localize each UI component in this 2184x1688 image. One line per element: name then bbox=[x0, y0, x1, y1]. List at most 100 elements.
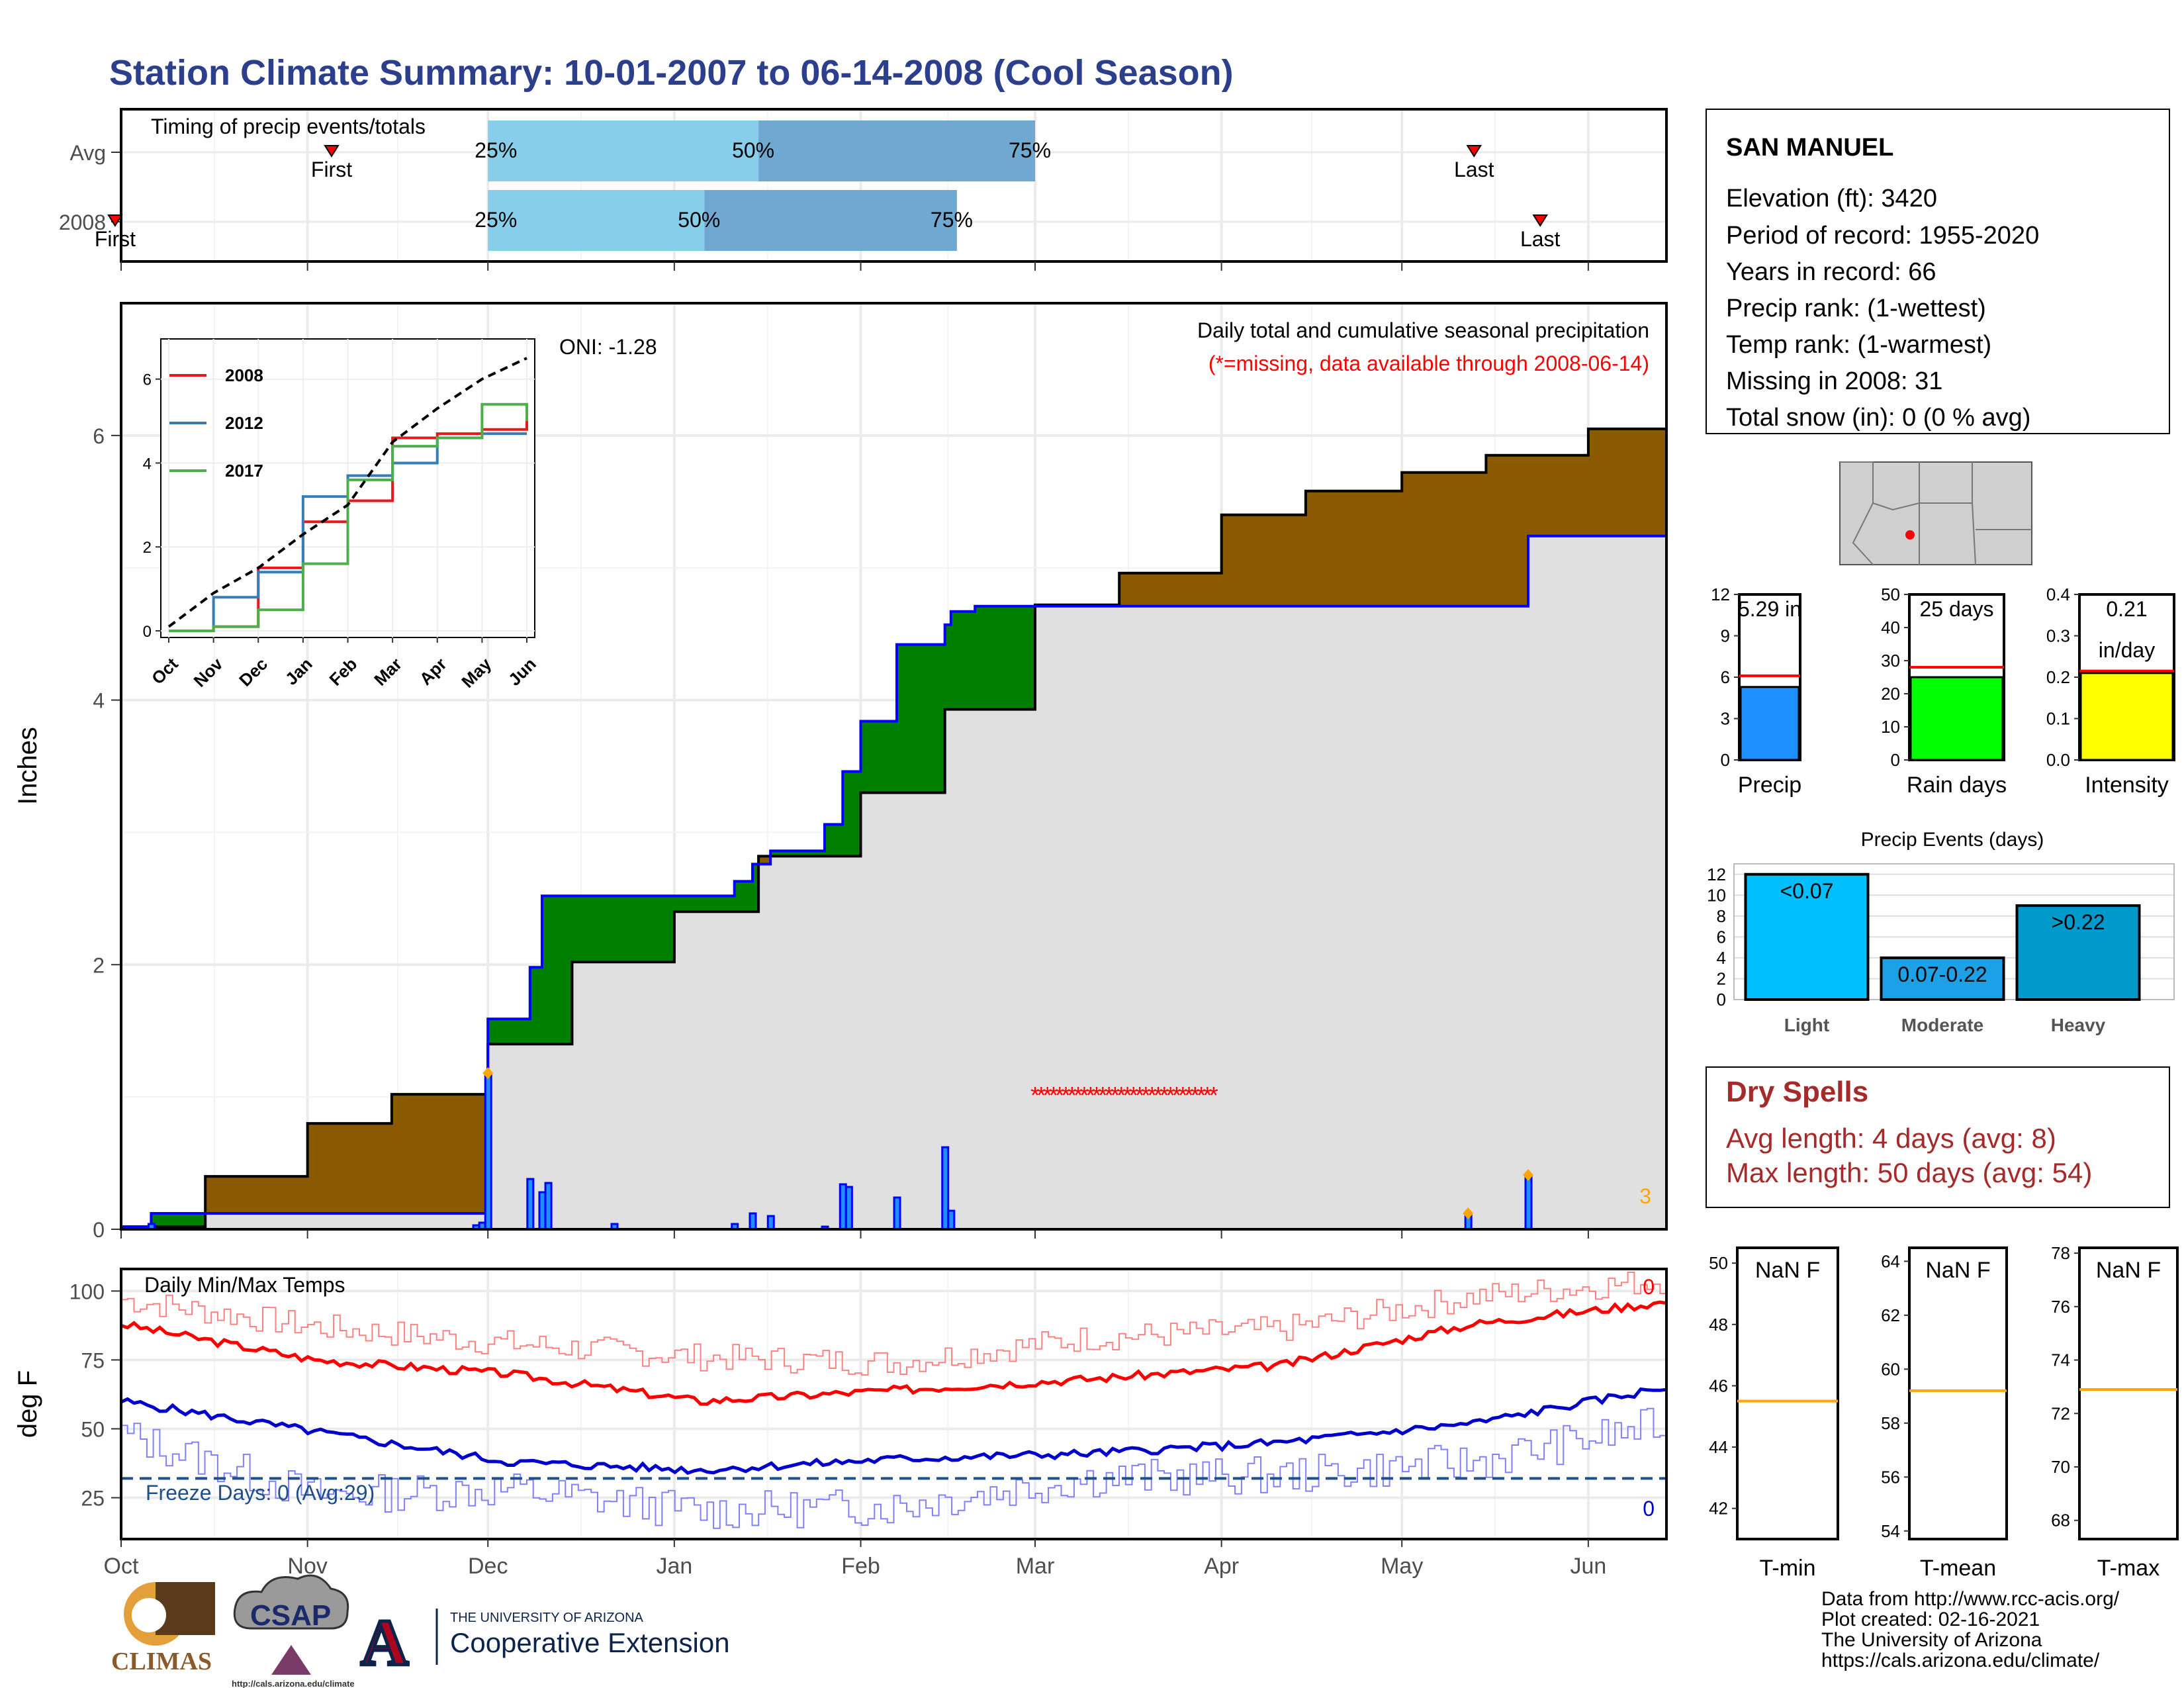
event-bar-label: Moderate bbox=[1901, 1015, 1983, 1035]
inset-average-line bbox=[167, 357, 527, 628]
timing-75-label: 75% bbox=[1009, 138, 1051, 162]
temp-box-y-tick-label: 76 bbox=[2051, 1297, 2070, 1317]
temp-box-value: NaN F bbox=[2096, 1258, 2161, 1283]
missing-marker: * bbox=[1116, 1082, 1126, 1109]
temp-y-tick-label: 50 bbox=[81, 1417, 105, 1441]
daily-precip-bar bbox=[893, 1196, 901, 1231]
station-temp-rank: Temp rank: (1-warmest) bbox=[1726, 331, 1991, 359]
mini-y-tick-label: 0 bbox=[1721, 750, 1730, 770]
month-label-Mar: Mar bbox=[1016, 1554, 1055, 1579]
station-missing: Missing in 2008: 31 bbox=[1726, 367, 1942, 395]
temp-box-y-tick-label: 46 bbox=[1709, 1376, 1728, 1395]
station-snow: Total snow (in): 0 (0 % avg) bbox=[1726, 404, 2030, 432]
timing-bar-25-50 bbox=[488, 120, 759, 181]
event-bar-value: >0.22 bbox=[2052, 910, 2105, 934]
temp-box-y-tick-label: 58 bbox=[1881, 1413, 1900, 1433]
ua-logo: A THE UNIVERSITY OF ARIZONA Cooperative … bbox=[359, 1605, 730, 1681]
events-y-tick-label: 2 bbox=[1717, 968, 1726, 988]
summary-bars: 0 3 6 9 12 5.29 in Precip 0 10 20 30 40 50 25 days Rai… bbox=[1711, 585, 2175, 798]
missing-note: (*=missing, data available through 2008-… bbox=[1208, 352, 1649, 375]
events-y-tick-label: 4 bbox=[1717, 948, 1726, 968]
footer-plot-created: Plot created: 02-16-2021 bbox=[1821, 1609, 2040, 1630]
heavy-day-marker bbox=[1463, 1207, 1474, 1220]
missing-marker: * bbox=[1049, 1082, 1058, 1109]
dry-spells-title: Dry Spells bbox=[1726, 1076, 1868, 1108]
temp-box-value: NaN F bbox=[1925, 1258, 1990, 1283]
events-y-tick-label: 0 bbox=[1717, 990, 1726, 1009]
temp-box-frame bbox=[1908, 1246, 2008, 1540]
inset-series-2017 bbox=[169, 402, 528, 632]
temp-box-y-tick-label: 50 bbox=[1709, 1253, 1728, 1273]
precip-y-tick-label: 6 bbox=[93, 424, 105, 448]
legend-label-2008: 2008 bbox=[225, 365, 263, 385]
temp-box-y-tick-label: 68 bbox=[2051, 1511, 2070, 1530]
mini-y-tick-label: 20 bbox=[1881, 684, 1900, 704]
mini-y-tick-label: 3 bbox=[1721, 709, 1730, 729]
missing-marker: * bbox=[1191, 1082, 1200, 1109]
mini-y-tick-label: 30 bbox=[1881, 651, 1900, 671]
temp-box-y-tick-label: 56 bbox=[1881, 1467, 1900, 1487]
missing-marker: * bbox=[1160, 1082, 1169, 1109]
mini-y-tick-label: 0.4 bbox=[2046, 585, 2070, 604]
month-label-May: May bbox=[1381, 1554, 1423, 1579]
footer-university: The University of Arizona bbox=[1821, 1629, 2042, 1651]
missing-marker: * bbox=[1178, 1082, 1187, 1109]
csap-logo-text: CSAP bbox=[250, 1599, 331, 1632]
missing-marker: * bbox=[1073, 1082, 1083, 1109]
mini-y-tick-label: 10 bbox=[1881, 717, 1900, 737]
missing-marker: * bbox=[1105, 1082, 1114, 1109]
month-label-Jun: Jun bbox=[1570, 1554, 1606, 1579]
temp-box-y-tick-label: 42 bbox=[1709, 1499, 1728, 1519]
event-bar-value: 0.07-0.22 bbox=[1897, 962, 1987, 986]
first-label: First bbox=[311, 158, 352, 181]
missing-marker: * bbox=[1086, 1082, 1095, 1109]
mini-y-tick-label: 0 bbox=[1891, 750, 1900, 770]
temperature-summary-boxes: 42 44 46 48 50 NaN F T-min 54 56 58 60 62 64 NaN F T-m… bbox=[1709, 1243, 2179, 1581]
missing-marker: * bbox=[1154, 1082, 1163, 1109]
mini-bar-Precip bbox=[1739, 686, 1800, 761]
daily-precip-bar bbox=[544, 1182, 553, 1231]
max-count-label: 0 bbox=[1643, 1275, 1655, 1299]
events-y-tick-label: 12 bbox=[1707, 865, 1726, 884]
temp-box-y-tick-label: 72 bbox=[2051, 1403, 2070, 1423]
events-title: Precip Events (days) bbox=[1861, 829, 2044, 851]
daily-precip-bar bbox=[844, 1186, 853, 1231]
missing-marker: * bbox=[1135, 1082, 1144, 1109]
event-bar-Moderate bbox=[1880, 956, 2005, 1002]
avg-min-temp-line bbox=[120, 1387, 1667, 1476]
timing-bar-25-50 bbox=[488, 190, 705, 251]
event-bar-Heavy bbox=[2015, 904, 2141, 1001]
timing-25-label: 25% bbox=[475, 138, 517, 162]
inset-y-tick-label: 2 bbox=[143, 539, 152, 557]
temp-box-label: T-mean bbox=[1920, 1556, 1996, 1581]
mini-bar-value-unit: in/day bbox=[2099, 638, 2155, 662]
event-bar-label: Heavy bbox=[2051, 1015, 2106, 1035]
timing-row-label: Avg bbox=[69, 141, 106, 165]
daily-precip-bar bbox=[1524, 1175, 1533, 1231]
missing-marker: * bbox=[1030, 1082, 1040, 1109]
inset-y-tick-label: 6 bbox=[143, 371, 152, 389]
month-label-Nov: Nov bbox=[287, 1554, 327, 1579]
mini-y-tick-label: 12 bbox=[1711, 585, 1730, 604]
mini-y-tick-label: 0.2 bbox=[2046, 667, 2070, 687]
missing-marker: * bbox=[1123, 1082, 1132, 1109]
temp-box-y-tick-label: 64 bbox=[1881, 1251, 1900, 1271]
climas-logo: CLIMAS bbox=[111, 1582, 215, 1675]
footer: Data from http://www.rcc-acis.org/ Plot … bbox=[1821, 1588, 2120, 1671]
first-marker bbox=[324, 145, 340, 158]
dry-spells-box: Dry Spells Avg length: 4 days (avg: 8) M… bbox=[1706, 1066, 2170, 1208]
missing-marker: * bbox=[1185, 1082, 1194, 1109]
footer-url: https://cals.arizona.edu/climate/ bbox=[1821, 1650, 2100, 1671]
month-label-Jan: Jan bbox=[656, 1554, 692, 1579]
footer-data-source: Data from http://www.rcc-acis.org/ bbox=[1821, 1588, 2120, 1610]
temp-y-tick-label: 100 bbox=[69, 1280, 105, 1303]
precip-y-label: Inches bbox=[13, 727, 42, 805]
mini-bar-label: Intensity bbox=[2085, 773, 2169, 798]
inset-y-tick-label: 4 bbox=[143, 455, 152, 473]
station-location-marker bbox=[1905, 530, 1915, 539]
station-name: SAN MANUEL bbox=[1726, 134, 1893, 162]
temp-box-label: T-max bbox=[2097, 1556, 2160, 1581]
